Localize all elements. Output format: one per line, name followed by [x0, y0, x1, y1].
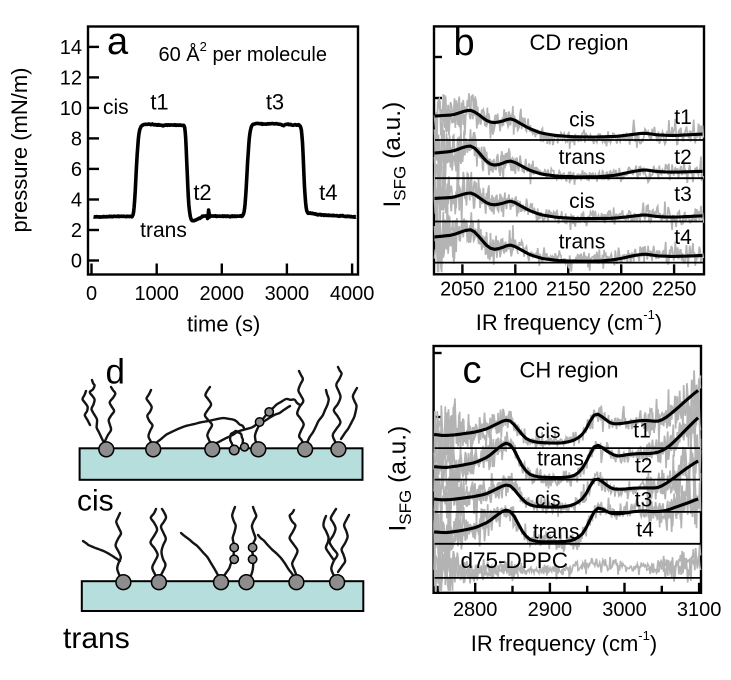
svg-text:t3: t3 — [674, 183, 692, 206]
svg-text:d75-DPPC: d75-DPPC — [461, 548, 569, 573]
svg-text:2800: 2800 — [453, 599, 498, 621]
svg-text:cis: cis — [535, 488, 561, 511]
svg-text:a: a — [107, 21, 129, 63]
svg-text:1000: 1000 — [134, 283, 179, 305]
svg-text:4: 4 — [71, 190, 82, 212]
svg-text:trans: trans — [533, 520, 580, 543]
svg-text:trans: trans — [559, 146, 606, 169]
svg-text:10: 10 — [60, 98, 82, 120]
svg-text:CH region: CH region — [519, 358, 618, 383]
svg-text:2050: 2050 — [440, 279, 485, 301]
svg-text:cis: cis — [77, 485, 114, 518]
svg-text:t3: t3 — [635, 489, 653, 512]
svg-text:3000: 3000 — [602, 599, 647, 621]
svg-text:8: 8 — [71, 128, 82, 150]
svg-text:t1: t1 — [674, 106, 692, 129]
svg-text:3000: 3000 — [265, 283, 310, 305]
svg-text:trans: trans — [537, 448, 584, 471]
svg-text:2: 2 — [71, 220, 82, 242]
svg-text:cis: cis — [535, 420, 561, 443]
svg-text:2900: 2900 — [528, 599, 573, 621]
svg-text:pressure (mN/m): pressure (mN/m) — [7, 67, 32, 232]
svg-text:t4: t4 — [636, 518, 654, 541]
svg-text:cis: cis — [103, 96, 129, 119]
svg-text:t1: t1 — [633, 420, 651, 443]
svg-text:t3: t3 — [266, 90, 284, 115]
svg-text:t2: t2 — [193, 180, 211, 205]
svg-text:trans: trans — [63, 622, 130, 655]
svg-text:2000: 2000 — [200, 283, 245, 305]
svg-text:t4: t4 — [319, 180, 337, 205]
svg-text:2200: 2200 — [599, 279, 644, 301]
svg-text:cis: cis — [569, 190, 595, 213]
svg-text:0: 0 — [86, 283, 97, 305]
svg-text:t2: t2 — [674, 146, 692, 169]
svg-text:t4: t4 — [674, 226, 692, 249]
svg-text:2250: 2250 — [652, 279, 697, 301]
svg-text:trans: trans — [140, 219, 187, 242]
svg-text:0: 0 — [71, 251, 82, 273]
svg-text:t1: t1 — [150, 90, 168, 115]
svg-text:60 Å2 per molecule: 60 Å2 per molecule — [159, 39, 327, 66]
svg-text:3100: 3100 — [677, 599, 722, 621]
svg-text:6: 6 — [71, 159, 82, 181]
svg-text:IR frequency (cm-1): IR frequency (cm-1) — [471, 628, 657, 656]
svg-text:2100: 2100 — [493, 279, 538, 301]
svg-text:12: 12 — [60, 67, 82, 89]
svg-text:cis: cis — [569, 109, 595, 132]
svg-text:CD region: CD region — [529, 30, 628, 55]
svg-text:14: 14 — [60, 37, 82, 59]
svg-text:d: d — [106, 353, 125, 392]
svg-text:trans: trans — [559, 231, 606, 254]
svg-text:2150: 2150 — [546, 279, 591, 301]
svg-text:time (s): time (s) — [187, 312, 260, 337]
svg-text:t2: t2 — [635, 455, 653, 478]
svg-text:c: c — [463, 350, 482, 392]
svg-text:IR frequency (cm-1): IR frequency (cm-1) — [476, 307, 662, 335]
svg-text:b: b — [454, 22, 475, 64]
svg-text:4000: 4000 — [330, 283, 375, 305]
